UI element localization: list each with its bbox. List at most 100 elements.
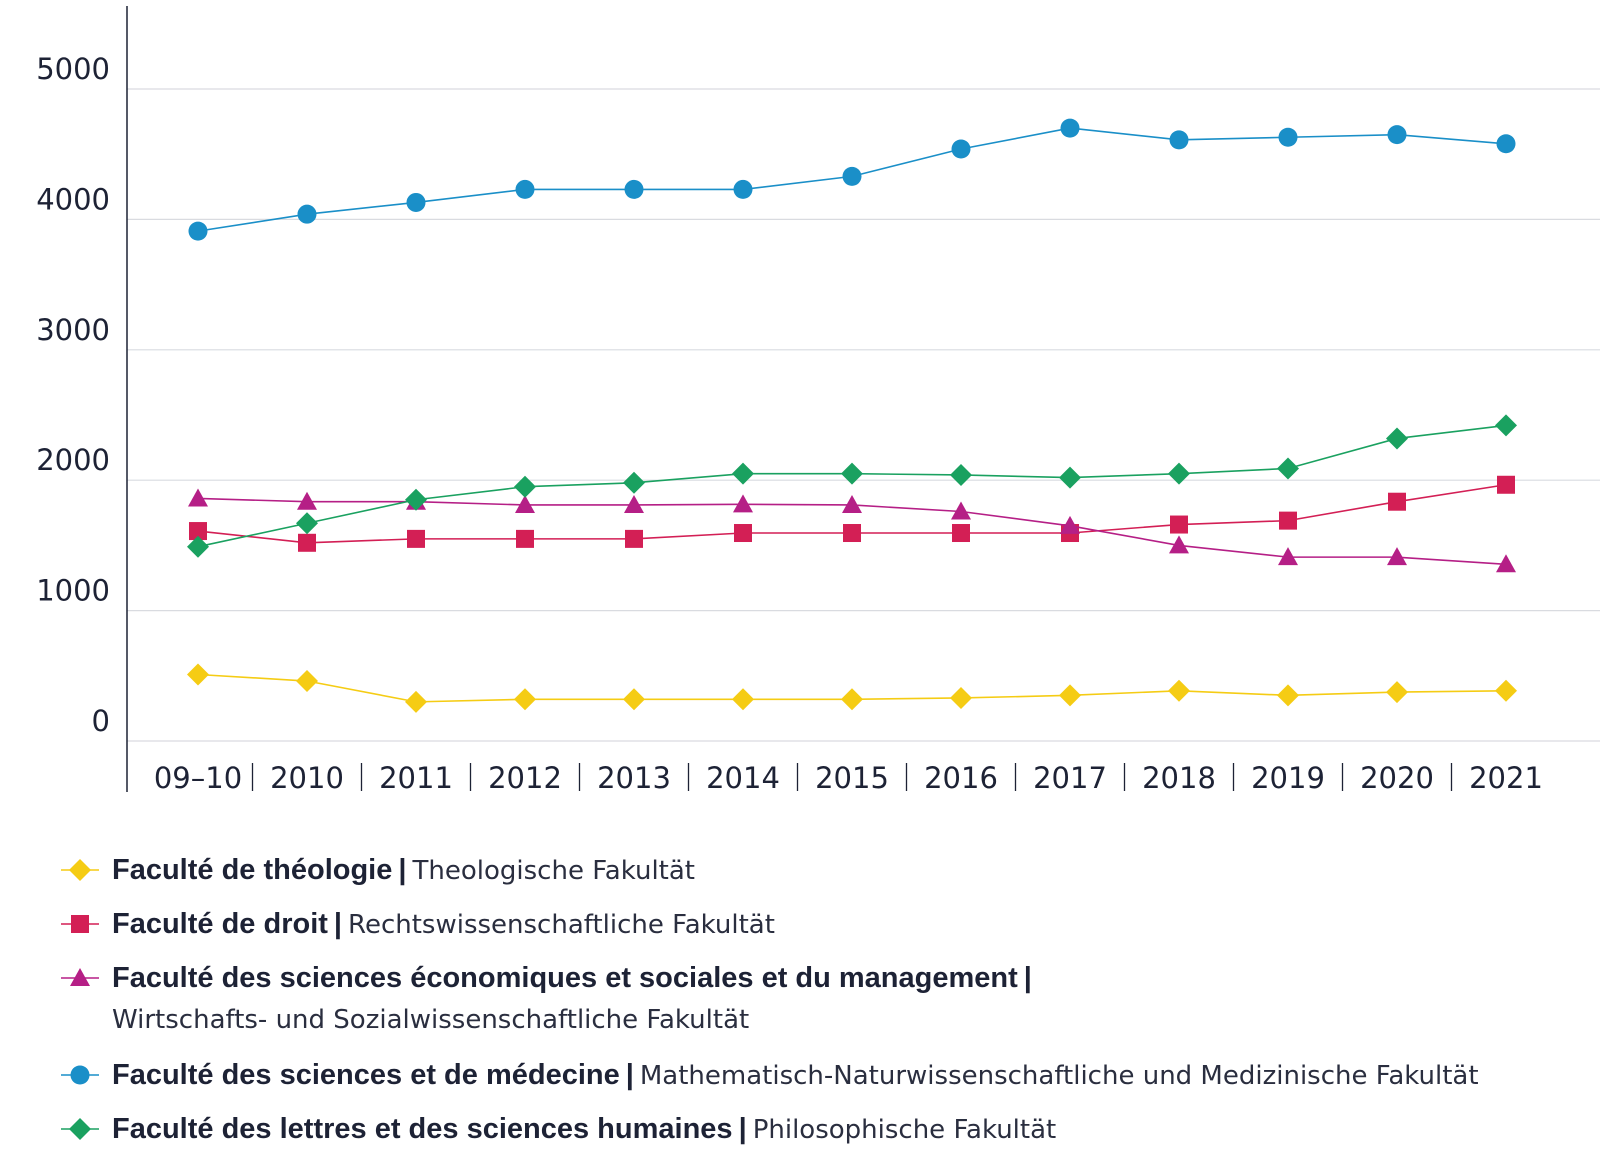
data-point <box>514 475 536 498</box>
legend-label-de: Mathematisch-Naturwissenschaftliche und … <box>639 1061 1479 1091</box>
data-point <box>1496 554 1516 573</box>
data-point <box>1060 515 1080 534</box>
legend-item: Faculté de théologie | Theologische Fakult… <box>60 850 1590 891</box>
data-point <box>298 533 316 552</box>
line-chart: 0 1000 2000 3000 4000 5000 09–10 2010 2011 2012 2… <box>36 6 1600 795</box>
y-tick-label: 2000 <box>36 443 110 477</box>
series-0 <box>187 663 1517 713</box>
legend-swatch <box>61 1118 99 1140</box>
x-tick-label: 2021 <box>1469 761 1543 795</box>
data-point <box>405 690 427 713</box>
data-point <box>1060 118 1080 138</box>
x-tick-label: 2015 <box>815 761 889 795</box>
data-point <box>187 535 209 558</box>
legend-item: Faculté des sciences et de médecine | Math… <box>60 1055 1590 1096</box>
data-point <box>296 512 318 535</box>
data-point <box>624 494 644 513</box>
legend-label-fr: Faculté des sciences et de médecine <box>112 1059 620 1091</box>
data-point <box>624 179 644 199</box>
data-point <box>1059 466 1081 489</box>
legend-marker-icon <box>69 859 91 881</box>
legend-label-de: Wirtschafts- und Sozialwissenschaftliche… <box>112 1005 750 1035</box>
legend-label-fr: Faculté des lettres et des sciences huma… <box>112 1113 733 1145</box>
series-lines <box>187 118 1517 713</box>
x-tick-label: 2014 <box>706 761 780 795</box>
legend-marker-icon <box>71 915 89 933</box>
y-tick-label: 3000 <box>36 313 110 347</box>
legend-separator: | <box>1023 962 1032 994</box>
data-point <box>1170 515 1188 534</box>
data-point <box>1168 679 1190 702</box>
data-point <box>1495 414 1517 437</box>
data-point <box>950 686 972 709</box>
gridlines <box>127 88 1600 742</box>
series-1 <box>189 475 1515 552</box>
x-tick-label: 2010 <box>270 761 344 795</box>
data-point <box>952 524 970 543</box>
x-tick-label: 2013 <box>597 761 671 795</box>
legend-label: Faculté des sciences économiques et soci… <box>112 958 1038 1042</box>
data-point <box>297 491 317 510</box>
data-point <box>1387 125 1407 145</box>
legend-swatch <box>61 1065 99 1085</box>
legend-label-fr: Faculté de théologie <box>112 854 393 886</box>
y-tick-label: 5000 <box>36 52 110 86</box>
data-point <box>734 524 752 543</box>
legend-label: Faculté de théologie | Theologische Fakult… <box>112 850 695 891</box>
y-tick-label: 1000 <box>36 574 110 608</box>
data-point <box>189 522 207 541</box>
x-axis-ticks: 09–10 2010 2011 2012 2013 2014 2015 2016 2017 201… <box>154 761 1543 795</box>
data-point <box>515 494 535 513</box>
data-point <box>951 139 971 159</box>
legend-label-de: Rechtswissenschaftliche Fakultät <box>348 910 775 940</box>
legend-item: Faculté des sciences économiques et soci… <box>60 958 1590 1042</box>
data-point <box>1277 684 1299 707</box>
x-tick-label: 2020 <box>1360 761 1434 795</box>
data-point <box>188 221 208 241</box>
data-point <box>515 179 535 199</box>
x-tick-label: 2016 <box>924 761 998 795</box>
x-tick-label: 2017 <box>1033 761 1107 795</box>
data-point <box>187 663 209 686</box>
data-point <box>1059 684 1081 707</box>
data-point <box>1386 427 1408 450</box>
y-tick-label: 4000 <box>36 182 110 216</box>
data-point <box>841 688 863 711</box>
legend-label-fr: Faculté des sciences économiques et soci… <box>112 962 1018 994</box>
data-point <box>297 204 317 224</box>
data-point <box>1496 134 1516 154</box>
data-point <box>623 471 645 494</box>
legend: Faculté de théologie | Theologische Fakult… <box>60 850 1590 1163</box>
data-point <box>516 529 534 548</box>
legend-swatch <box>61 915 99 933</box>
legend-label-fr: Faculté de droit <box>112 908 328 940</box>
data-point <box>733 494 753 513</box>
legend-marker-icon <box>69 1118 91 1140</box>
data-point <box>1278 547 1298 566</box>
data-point <box>407 529 425 548</box>
legend-label: Faculté des lettres et des sciences huma… <box>112 1109 1056 1150</box>
legend-item: Faculté de droit | Rechtswissenschaftliche… <box>60 904 1590 945</box>
legend-item: Faculté des lettres et des sciences huma… <box>60 1109 1590 1150</box>
legend-label: Faculté des sciences et de médecine | Math… <box>112 1055 1479 1096</box>
series-4 <box>187 414 1517 558</box>
legend-separator: | <box>625 1059 634 1091</box>
x-tick-label: 2019 <box>1251 761 1325 795</box>
data-point <box>950 463 972 486</box>
legend-label-de: Theologische Fakultät <box>412 856 695 886</box>
x-tick-label: 09–10 <box>154 761 242 795</box>
data-point <box>514 688 536 711</box>
legend-swatch <box>61 859 99 881</box>
data-point <box>1168 462 1190 485</box>
data-point <box>733 179 753 199</box>
legend-label: Faculté de droit | Rechtswissenschaftliche… <box>112 904 775 945</box>
data-point <box>1169 130 1189 150</box>
data-point <box>842 494 862 513</box>
legend-separator: | <box>398 854 407 886</box>
data-point <box>188 488 208 507</box>
data-point <box>623 688 645 711</box>
series-3 <box>188 118 1516 241</box>
data-point <box>1278 127 1298 147</box>
x-tick-label: 2011 <box>379 761 453 795</box>
legend-swatch <box>61 968 99 986</box>
